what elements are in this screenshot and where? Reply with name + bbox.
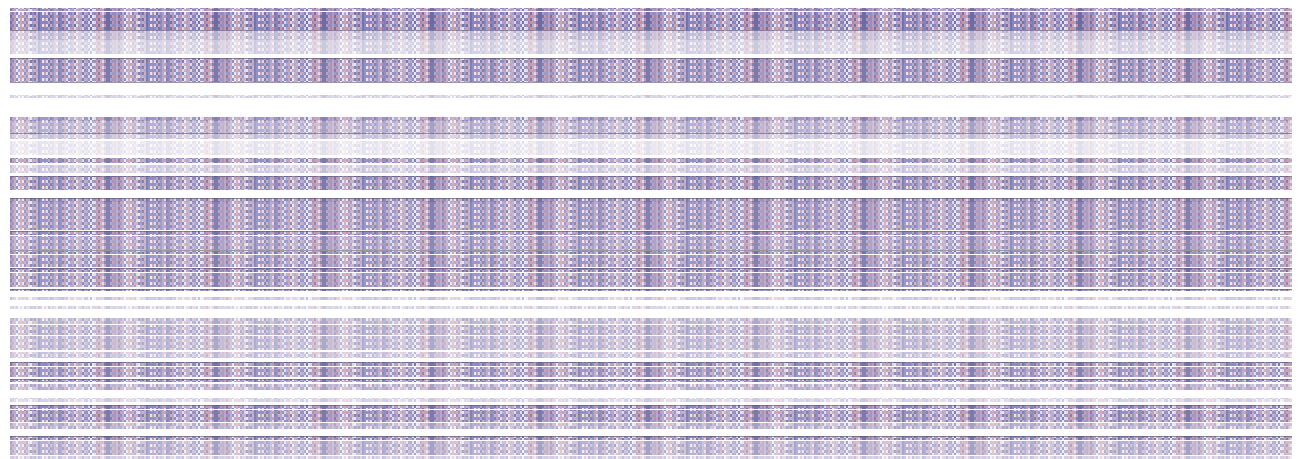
separator — [10, 58, 1292, 59]
separator — [10, 362, 1292, 363]
separator — [10, 176, 1292, 177]
band — [10, 62, 1292, 82]
band — [10, 410, 1292, 422]
band — [10, 202, 1292, 230]
band — [10, 297, 1292, 300]
separator — [10, 436, 1292, 437]
band — [10, 336, 1292, 350]
band — [10, 367, 1292, 377]
band — [10, 318, 1292, 324]
band — [10, 352, 1292, 358]
separator — [10, 30, 1292, 31]
striped-heatmap — [0, 0, 1304, 459]
page-body: (() => { const svg = document.getElement… — [0, 0, 1304, 459]
separator — [10, 405, 1292, 406]
band — [10, 8, 1292, 11]
band — [10, 251, 1292, 254]
band — [10, 441, 1292, 455]
separator — [10, 289, 1292, 290]
separator — [10, 133, 1292, 134]
band — [10, 30, 1292, 40]
band — [10, 273, 1292, 287]
band — [10, 325, 1292, 335]
band — [10, 12, 1292, 30]
band — [10, 423, 1292, 429]
separator — [10, 231, 1292, 232]
page: {} html, body { margin: 0; padding: 0; b… — [0, 0, 1304, 459]
band — [10, 165, 1292, 173]
band — [10, 117, 1292, 121]
band — [10, 40, 1292, 54]
separator — [10, 268, 1292, 269]
band — [10, 179, 1292, 190]
separator — [10, 82, 1292, 83]
band — [10, 158, 1292, 163]
band — [10, 384, 1292, 390]
band — [10, 236, 1292, 250]
separator — [10, 250, 1292, 251]
band — [10, 95, 1292, 98]
band — [10, 121, 1292, 133]
band — [10, 398, 1292, 402]
band — [10, 255, 1292, 267]
separator — [10, 379, 1292, 380]
band — [10, 306, 1292, 309]
separator — [10, 198, 1292, 199]
band — [10, 141, 1292, 155]
